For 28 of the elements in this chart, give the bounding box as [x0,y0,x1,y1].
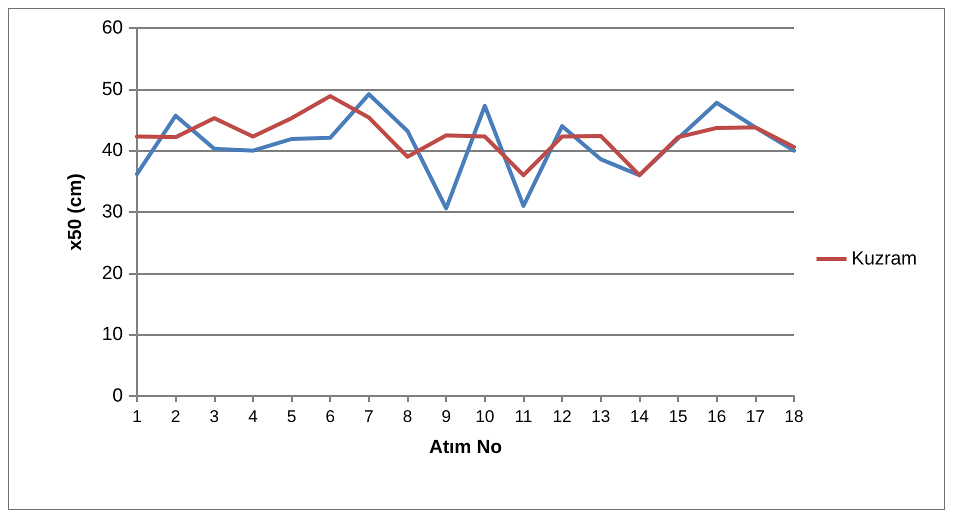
x-axis-title: Atım No [429,437,502,458]
x-tick-label: 2 [170,407,180,426]
x-tick-label: 9 [441,407,451,426]
x-tick-label: 4 [248,407,258,426]
y-tick-label: 10 [102,324,123,346]
y-axis-title: x50 (cm) [65,173,86,251]
x-tick-label: 5 [286,407,296,426]
x-tick-label: 13 [591,407,610,426]
y-tick-label: 0 [112,386,123,406]
y-tick-label: 60 [102,18,123,38]
x-tick-label: 17 [746,407,765,426]
x-tick-label: 11 [514,407,532,426]
x-tick-label: 16 [707,407,726,426]
x-tick-label: 8 [402,407,412,426]
x-tick-label: 15 [668,407,688,426]
x-tick-label: 18 [784,407,804,426]
y-tick-label: 50 [102,78,123,100]
x-tick-label: 1 [132,407,142,426]
x-tick-label: 14 [630,407,649,426]
y-tick-label: 40 [102,140,123,162]
legend-label: Kuzram [852,248,918,270]
x-tick-label: 7 [364,407,374,426]
x-tick-label: 12 [552,407,572,426]
y-tick-label: 30 [102,202,123,222]
x-tick-label: 6 [326,407,335,426]
x-tick-label: 10 [475,407,494,426]
x-tick-label: 3 [210,407,220,426]
y-tick-label: 20 [102,262,123,284]
